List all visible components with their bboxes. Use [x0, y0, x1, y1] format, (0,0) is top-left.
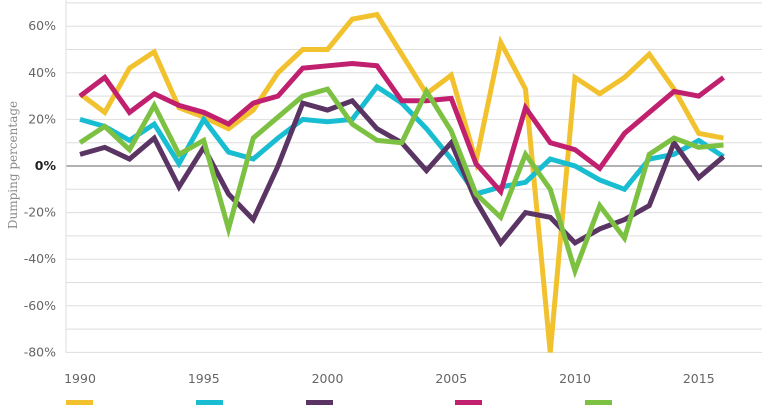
x-tick-label: 2015 [683, 371, 715, 386]
x-tick-label: 2000 [312, 371, 344, 386]
legend-swatch [455, 400, 482, 405]
legend-swatch [66, 400, 93, 405]
x-tick-label: 2010 [559, 371, 591, 386]
y-tick-label: 60% [28, 18, 56, 33]
gridlines [65, 0, 762, 353]
x-tick-label: 1990 [64, 371, 96, 386]
x-axis-ticks: 1990 1995 2000 2005 2010 2015 [64, 371, 715, 386]
legend [66, 400, 612, 405]
y-tick-label: -40% [24, 251, 56, 266]
series-line-3 [78, 60, 726, 197]
y-axis-label: Dumping percentage [6, 101, 20, 229]
legend-swatch [306, 400, 333, 405]
x-tick-label: 1995 [188, 371, 220, 386]
y-tick-label: 20% [28, 111, 56, 126]
series-line-0 [78, 11, 724, 353]
y-tick-label: -60% [24, 298, 56, 313]
y-axis-ticks: 60% 40% 20% 0% -20% -40% -60% -80% [24, 18, 57, 359]
legend-swatch [585, 400, 612, 405]
y-tick-label: -20% [24, 205, 56, 220]
y-tick-label: 40% [28, 65, 56, 80]
y-tick-label: 0% [35, 158, 57, 173]
x-tick-label: 2005 [435, 371, 467, 386]
legend-swatch [196, 400, 223, 405]
y-tick-label: -80% [24, 344, 56, 359]
series-line-4 [78, 86, 724, 279]
series-lines [78, 11, 726, 353]
